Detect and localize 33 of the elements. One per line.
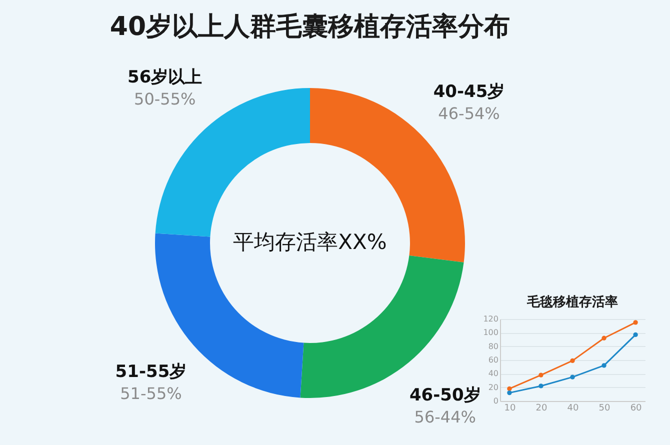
y-tick-label: 20 <box>488 382 498 392</box>
point <box>538 372 544 378</box>
chart-title: 40岁以上人群毛囊移植存活率分布 <box>110 12 510 42</box>
y-tick-label: 40 <box>488 369 498 378</box>
y-tick-label: 100 <box>483 328 498 338</box>
chart-title: 毛毯移植存活率 <box>526 294 618 310</box>
slice-label: 56岁以上 <box>128 67 202 88</box>
point <box>633 332 638 338</box>
x-tick-label: 60 <box>630 404 642 414</box>
slice-label: 51-55岁 <box>115 362 187 382</box>
slice-label: 46-50岁 <box>409 385 481 406</box>
x-tick-label: 10 <box>504 404 516 414</box>
y-tick-label: 80 <box>488 342 498 351</box>
point <box>602 336 606 340</box>
x-tick-label: 20 <box>536 404 548 414</box>
point <box>507 390 512 396</box>
point <box>570 358 575 364</box>
point <box>602 363 606 368</box>
x-tick-label: 40 <box>567 404 579 414</box>
point <box>507 386 512 392</box>
x-tick-label: 50 <box>598 404 611 414</box>
point <box>633 320 638 325</box>
text: 46-54% <box>438 104 500 123</box>
text: 56-44% <box>414 407 476 426</box>
y-tick-label: 0 <box>493 396 498 406</box>
text: 50-55% <box>134 89 196 108</box>
point <box>570 374 575 380</box>
y-tick-label: 120 <box>483 314 498 324</box>
text: 平均存活率XX% <box>233 230 387 254</box>
y-tick-label: 60 <box>488 356 498 364</box>
text: 51-55% <box>120 384 182 404</box>
point <box>538 384 544 388</box>
slice-label: 40-45岁 <box>433 82 505 102</box>
